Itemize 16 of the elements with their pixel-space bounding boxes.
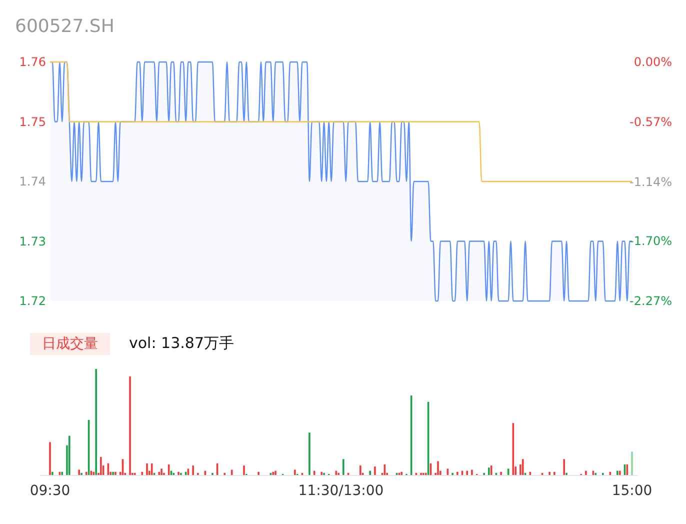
- y2-tick-label: -2.27%: [630, 294, 672, 308]
- y2-tick-label: -1.70%: [630, 234, 672, 248]
- x-tick-label: 09:30: [30, 483, 70, 499]
- y-tick-label: 1.75: [19, 114, 46, 129]
- y2-tick-label: -0.57%: [630, 115, 672, 130]
- x-tick-label: 11:30/13:00: [298, 483, 384, 499]
- y-tick-label: 1.73: [19, 234, 46, 248]
- x-tick-label: 15:00: [612, 483, 652, 499]
- y2-tick-label: -1.14%: [630, 175, 672, 190]
- chart-title: 日成交量: [42, 336, 98, 352]
- y2-tick-label: 0.00%: [634, 55, 672, 70]
- chart-subtitle: vol: 13.87万手: [129, 334, 234, 352]
- y-tick-label: 1.72: [19, 294, 46, 308]
- chart-title: 600527.SH: [15, 16, 114, 37]
- y-tick-label: 1.76: [19, 55, 46, 70]
- y-tick-label: 1.74: [19, 174, 46, 189]
